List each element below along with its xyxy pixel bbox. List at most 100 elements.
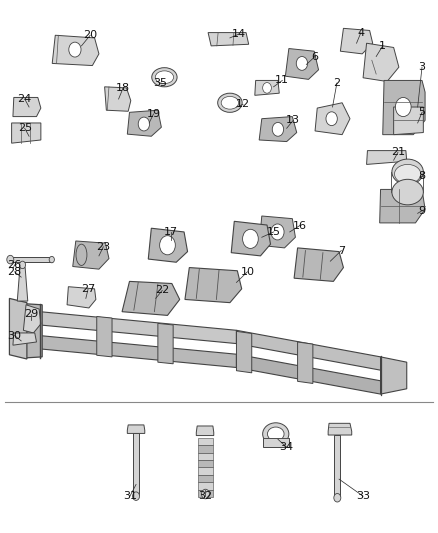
Bar bbox=[198, 445, 213, 453]
Bar bbox=[198, 490, 213, 497]
Polygon shape bbox=[23, 305, 41, 333]
Polygon shape bbox=[286, 49, 318, 79]
Text: 33: 33 bbox=[356, 491, 370, 501]
Text: 16: 16 bbox=[293, 221, 307, 231]
Circle shape bbox=[326, 112, 337, 126]
Circle shape bbox=[271, 224, 284, 240]
Ellipse shape bbox=[263, 423, 289, 445]
Ellipse shape bbox=[152, 68, 177, 87]
Text: 5: 5 bbox=[419, 107, 426, 117]
Polygon shape bbox=[12, 123, 41, 143]
Text: 26: 26 bbox=[7, 260, 22, 270]
Circle shape bbox=[138, 117, 150, 131]
Text: 11: 11 bbox=[276, 76, 290, 85]
Polygon shape bbox=[127, 425, 145, 433]
Ellipse shape bbox=[392, 179, 424, 205]
Circle shape bbox=[334, 494, 341, 502]
Text: 12: 12 bbox=[236, 99, 250, 109]
Bar bbox=[334, 435, 340, 496]
Polygon shape bbox=[255, 80, 279, 95]
Text: 25: 25 bbox=[18, 123, 32, 133]
Circle shape bbox=[272, 123, 284, 136]
Polygon shape bbox=[40, 312, 237, 344]
Polygon shape bbox=[67, 287, 96, 308]
Ellipse shape bbox=[221, 96, 239, 109]
Circle shape bbox=[19, 261, 25, 269]
Polygon shape bbox=[259, 216, 295, 248]
Text: 32: 32 bbox=[198, 491, 212, 501]
Polygon shape bbox=[340, 28, 373, 54]
Ellipse shape bbox=[218, 93, 242, 112]
Bar bbox=[198, 482, 213, 490]
Circle shape bbox=[396, 98, 411, 117]
Polygon shape bbox=[237, 354, 381, 394]
Text: 20: 20 bbox=[83, 30, 97, 41]
Ellipse shape bbox=[155, 71, 173, 84]
Bar bbox=[198, 475, 213, 482]
Polygon shape bbox=[158, 324, 173, 364]
Polygon shape bbox=[13, 333, 36, 345]
Polygon shape bbox=[13, 98, 41, 117]
Circle shape bbox=[7, 255, 14, 264]
Text: 29: 29 bbox=[24, 309, 39, 319]
Text: 21: 21 bbox=[391, 147, 405, 157]
Polygon shape bbox=[237, 330, 381, 370]
Ellipse shape bbox=[392, 159, 424, 184]
Circle shape bbox=[69, 42, 81, 57]
Polygon shape bbox=[394, 107, 424, 135]
Circle shape bbox=[133, 492, 140, 500]
Polygon shape bbox=[127, 110, 161, 136]
Polygon shape bbox=[148, 228, 187, 262]
Polygon shape bbox=[122, 281, 180, 316]
Polygon shape bbox=[196, 426, 214, 435]
Polygon shape bbox=[367, 151, 407, 165]
Text: 31: 31 bbox=[123, 491, 137, 501]
Text: 27: 27 bbox=[81, 285, 95, 294]
Text: 17: 17 bbox=[164, 227, 178, 237]
Text: 28: 28 bbox=[7, 267, 22, 277]
Polygon shape bbox=[105, 87, 131, 111]
Polygon shape bbox=[380, 189, 425, 223]
Text: 6: 6 bbox=[311, 52, 318, 61]
Text: 1: 1 bbox=[379, 41, 386, 51]
Text: 18: 18 bbox=[116, 83, 130, 93]
Polygon shape bbox=[40, 336, 237, 368]
Bar bbox=[198, 453, 213, 460]
Text: 10: 10 bbox=[240, 267, 254, 277]
Bar bbox=[198, 438, 213, 445]
Text: 34: 34 bbox=[279, 442, 294, 452]
Polygon shape bbox=[363, 43, 399, 82]
Circle shape bbox=[243, 229, 258, 248]
Polygon shape bbox=[259, 117, 297, 142]
Text: 22: 22 bbox=[155, 286, 170, 295]
Bar bbox=[198, 460, 213, 467]
Text: 24: 24 bbox=[18, 94, 32, 104]
Circle shape bbox=[159, 236, 175, 255]
Polygon shape bbox=[17, 268, 28, 301]
Ellipse shape bbox=[268, 427, 284, 441]
Text: 9: 9 bbox=[418, 206, 426, 216]
Polygon shape bbox=[237, 332, 252, 373]
Polygon shape bbox=[294, 248, 343, 281]
Text: 3: 3 bbox=[419, 62, 426, 72]
Text: 14: 14 bbox=[232, 29, 246, 39]
Text: 13: 13 bbox=[286, 115, 300, 125]
Text: 4: 4 bbox=[357, 28, 364, 38]
Ellipse shape bbox=[395, 165, 421, 183]
Polygon shape bbox=[10, 298, 27, 359]
Polygon shape bbox=[73, 241, 109, 269]
Polygon shape bbox=[52, 35, 99, 66]
Polygon shape bbox=[383, 80, 425, 135]
Text: 23: 23 bbox=[96, 242, 110, 252]
Circle shape bbox=[49, 256, 54, 263]
Polygon shape bbox=[208, 33, 249, 46]
Text: 15: 15 bbox=[267, 227, 281, 237]
Polygon shape bbox=[185, 268, 242, 303]
Text: 30: 30 bbox=[8, 330, 21, 341]
Circle shape bbox=[296, 56, 307, 70]
Polygon shape bbox=[97, 317, 112, 357]
Circle shape bbox=[201, 489, 209, 499]
Polygon shape bbox=[315, 103, 350, 135]
Polygon shape bbox=[328, 423, 352, 435]
Text: 35: 35 bbox=[153, 78, 167, 88]
